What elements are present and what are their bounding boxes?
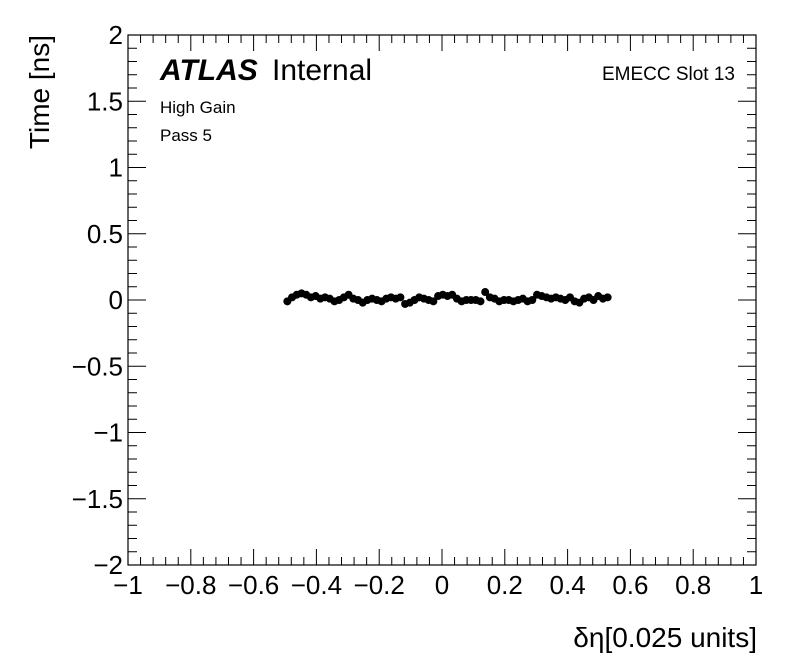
x-tick-label: −0.8 (165, 570, 216, 600)
y-axis-title: Time [ns] (24, 35, 55, 149)
data-point (476, 297, 485, 306)
atlas-label: ATLAS (159, 54, 258, 87)
x-axis-title: δη[0.025 units] (573, 622, 757, 653)
x-tick-label: 0.6 (612, 570, 648, 600)
y-tick-label: −2 (93, 550, 123, 580)
data-point (481, 288, 490, 297)
data-point (603, 293, 612, 302)
x-tick-labels: −1 −0.8 −0.6 −0.4 −0.2 0 0.2 0.4 0.6 0.8 1 (113, 570, 763, 600)
y-tick-label: 1.5 (87, 86, 123, 116)
x-tick-label: 0.4 (550, 570, 586, 600)
x-tick-label: 0.8 (675, 570, 711, 600)
y-tick-labels: −2 −1.5 −1 −0.5 0 0.5 1 1.5 2 (72, 20, 123, 580)
data-point (528, 296, 537, 304)
x-tick-label: −1 (113, 570, 143, 600)
pass-label: Pass 5 (160, 126, 212, 145)
data-point (396, 293, 405, 302)
gain-label: High Gain (160, 98, 236, 117)
x-tick-label: 0 (435, 570, 449, 600)
slot-label: EMECC Slot 13 (602, 64, 735, 85)
y-tick-label: 1 (109, 153, 123, 183)
y-tick-label: 0 (109, 285, 123, 315)
y-tick-label: −1.5 (72, 484, 123, 514)
axis-ticks (127, 34, 757, 566)
x-tick-label: −0.2 (354, 570, 405, 600)
data-points (283, 288, 612, 308)
x-tick-label: −0.6 (228, 570, 279, 600)
data-point (429, 297, 438, 306)
x-tick-label: −0.4 (291, 570, 342, 600)
y-tick-label: −0.5 (72, 351, 123, 381)
y-tick-label: 2 (109, 20, 123, 50)
x-tick-label: 0.2 (487, 570, 523, 600)
internal-label: Internal (272, 54, 372, 87)
x-tick-label: 1 (749, 570, 763, 600)
y-tick-label: −1 (93, 418, 123, 448)
y-tick-label: 0.5 (87, 219, 123, 249)
